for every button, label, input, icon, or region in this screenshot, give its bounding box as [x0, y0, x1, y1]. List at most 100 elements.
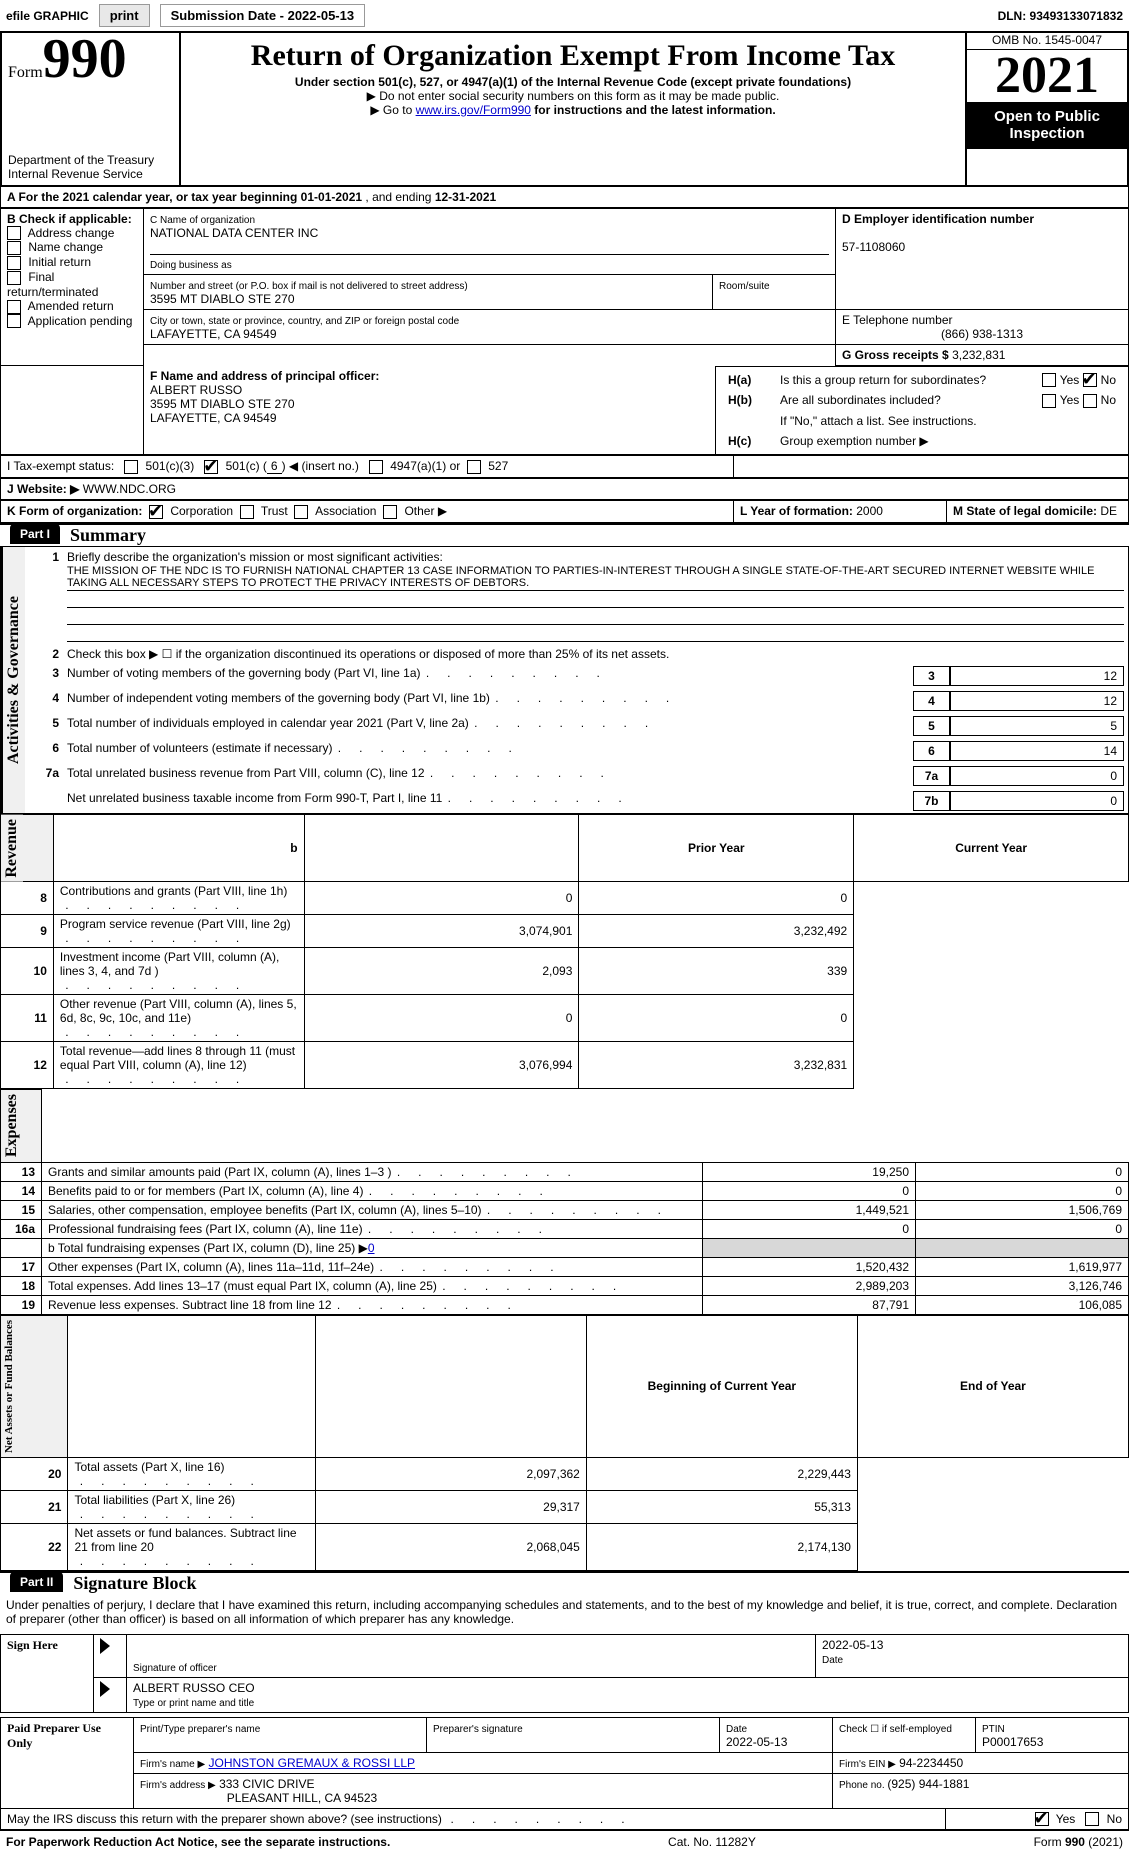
street-address: 3595 MT DIABLO STE 270 — [150, 292, 295, 306]
col-end: End of Year — [857, 1315, 1128, 1457]
row-a-begin: 01-01-2021 — [301, 190, 362, 204]
row-j: J Website: ▶ WWW.NDC.ORG — [0, 478, 1129, 500]
cat-no: Cat. No. 11282Y — [390, 1835, 1033, 1849]
gross-receipts: 3,232,831 — [952, 348, 1005, 362]
row-a-mid: , and ending — [365, 190, 434, 204]
prep-sig-label: Preparer's signature — [433, 1724, 523, 1735]
i-501c[interactable] — [204, 460, 218, 474]
city-label: City or town, state or province, country… — [150, 316, 459, 327]
type-name-label: Type or print name and title — [133, 1698, 254, 1709]
i-4947[interactable] — [369, 460, 383, 474]
ha-no[interactable] — [1083, 373, 1097, 387]
ha-q: Is this a group return for subordinates? — [780, 373, 986, 387]
phone: (866) 938-1313 — [842, 327, 1122, 341]
form-header: Form990 Return of Organization Exempt Fr… — [0, 31, 1129, 187]
form-subtitle: Under section 501(c), 527, or 4947(a)(1)… — [187, 75, 959, 89]
prep-date-label: Date — [726, 1724, 747, 1735]
k-corp[interactable] — [149, 505, 163, 519]
j-label: J Website: ▶ — [7, 482, 79, 496]
boxb-check[interactable] — [7, 226, 21, 240]
sig-officer-label: Signature of officer — [133, 1663, 217, 1674]
irs-link[interactable]: www.irs.gov/Form990 — [416, 103, 531, 117]
box-c-label: C Name of organization — [150, 215, 255, 226]
boxb-check[interactable] — [7, 271, 21, 285]
arrow-icon — [100, 1681, 110, 1697]
discuss-q: May the IRS discuss this return with the… — [7, 1812, 442, 1826]
i-501c3[interactable] — [124, 460, 138, 474]
part1-ag: Activities & Governance 1 Briefly descri… — [0, 546, 1129, 814]
discuss-no[interactable] — [1085, 1812, 1099, 1826]
officer-printed: ALBERT RUSSO CEO — [133, 1681, 255, 1695]
footer: For Paperwork Reduction Act Notice, see … — [0, 1830, 1129, 1853]
line2: Check this box ▶ ☐ if the organization d… — [67, 647, 1124, 661]
mission: THE MISSION OF THE NDC IS TO FURNISH NAT… — [67, 564, 1124, 591]
fin-header: Revenue b Prior Year Current Year 8Contr… — [0, 814, 1129, 1090]
note-privacy: ▶ Do not enter social security numbers o… — [187, 89, 959, 103]
officer-addr1: 3595 MT DIABLO STE 270 — [150, 397, 295, 411]
col-beg: Beginning of Current Year — [586, 1315, 857, 1457]
dba-label: Doing business as — [150, 260, 232, 271]
prep-date: 2022-05-13 — [726, 1735, 787, 1749]
ein: 57-1108060 — [842, 240, 905, 254]
line1-label: Briefly describe the organization's miss… — [67, 550, 443, 564]
arrow-icon — [100, 1638, 110, 1654]
date-label: Date — [822, 1655, 843, 1666]
box-b-title: B Check if applicable: — [7, 212, 132, 226]
i-label: I Tax-exempt status: — [7, 459, 114, 473]
room-label: Room/suite — [719, 281, 770, 292]
year-formation: 2000 — [856, 504, 883, 518]
discuss-yes[interactable] — [1035, 1812, 1049, 1826]
k-assoc[interactable] — [294, 505, 308, 519]
box-e-label: E Telephone number — [842, 313, 953, 327]
col-current: Current Year — [854, 814, 1129, 882]
pra-notice: For Paperwork Reduction Act Notice, see … — [6, 1835, 390, 1849]
l-label: L Year of formation: — [740, 504, 856, 518]
firm-name[interactable]: JOHNSTON GREMAUX & ROSSI LLP — [209, 1756, 416, 1770]
firm-addr2: PLEASANT HILL, CA 94523 — [227, 1791, 378, 1805]
row-a-end: 12-31-2021 — [435, 190, 496, 204]
na-table: Net Assets or Fund Balances Beginning of… — [0, 1315, 1129, 1571]
submission-date: Submission Date - 2022-05-13 — [160, 4, 366, 27]
box-f-label: F Name and address of principal officer: — [150, 369, 379, 383]
declaration: Under penalties of perjury, I declare th… — [0, 1594, 1129, 1630]
ptin-label: PTIN — [982, 1724, 1005, 1735]
sig-date: 2022-05-13 — [822, 1638, 883, 1652]
part2-header: Part II — [10, 1572, 63, 1592]
boxb-check[interactable] — [7, 241, 21, 255]
col-prior: Prior Year — [579, 814, 854, 882]
i-527[interactable] — [467, 460, 481, 474]
vert-ag: Activities & Governance — [1, 547, 25, 813]
paid-preparer-table: Paid Preparer Use Only Print/Type prepar… — [0, 1717, 1129, 1809]
boxb-check[interactable] — [7, 300, 21, 314]
vert-exp: Expenses — [1, 1090, 23, 1161]
boxb-check[interactable] — [7, 256, 21, 270]
dept-irs: Internal Revenue Service — [8, 167, 143, 181]
info-block: B Check if applicable: Address change Na… — [0, 208, 1129, 366]
k-other[interactable] — [383, 505, 397, 519]
hb-no[interactable] — [1083, 394, 1097, 408]
sign-here: Sign Here — [7, 1638, 58, 1652]
row-a: A For the 2021 calendar year, or tax yea… — [0, 187, 1129, 208]
public-2: Inspection — [1009, 125, 1084, 142]
form-990: 990 — [43, 28, 127, 90]
part2-header-row: Part II Signature Block — [0, 1571, 1129, 1594]
boxb-check[interactable] — [7, 314, 21, 328]
line-b-label: b Total fundraising expenses (Part IX, c… — [48, 1241, 368, 1255]
row-klm: K Form of organization: Corporation Trus… — [0, 500, 1129, 523]
print-button[interactable]: print — [99, 4, 150, 27]
officer-name: ALBERT RUSSO — [150, 383, 242, 397]
hc-label: Group exemption number ▶ — [774, 431, 1122, 451]
firm-addr-label: Firm's address ▶ — [140, 1780, 216, 1791]
line-b-val: 0 — [368, 1241, 375, 1255]
hb-yes[interactable] — [1042, 394, 1056, 408]
vert-rev: Revenue — [1, 815, 23, 882]
public-1: Open to Public — [994, 108, 1100, 125]
ha-yes[interactable] — [1042, 373, 1056, 387]
prep-name-label: Print/Type preparer's name — [140, 1724, 260, 1735]
domicile: DE — [1100, 504, 1117, 518]
dln: DLN: 93493133071832 — [998, 9, 1123, 23]
sign-here-table: Sign Here Signature of officer 2022-05-1… — [0, 1634, 1129, 1713]
k-trust[interactable] — [240, 505, 254, 519]
part1-header: Part I — [10, 524, 60, 544]
goto-prefix: ▶ Go to — [370, 103, 415, 117]
